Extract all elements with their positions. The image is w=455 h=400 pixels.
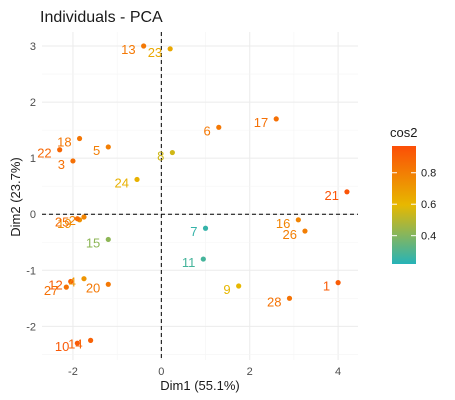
point-15	[105, 236, 111, 243]
y-tick-label: 1	[30, 153, 36, 165]
point-label-9: 9	[223, 282, 230, 297]
point-20	[105, 281, 111, 287]
y-tick-label: -1	[26, 265, 36, 277]
legend-title: cos2	[390, 125, 417, 140]
point-label-3: 3	[58, 157, 65, 172]
point-23	[167, 46, 173, 52]
point-2	[81, 214, 87, 220]
point-label-5: 5	[93, 143, 100, 158]
legend-ticks: 0.4 0.6 0.8	[392, 168, 436, 243]
point-label-2: 2	[69, 213, 76, 228]
point-12	[68, 278, 74, 285]
point-14	[88, 337, 94, 343]
point-label-18: 18	[57, 135, 71, 150]
reference-lines	[42, 32, 358, 360]
point-labels: 1234567891011121314151617181920212223242…	[37, 42, 339, 354]
point-label-20: 20	[86, 280, 100, 295]
point-24	[134, 176, 140, 183]
x-tick-label: -2	[68, 366, 78, 378]
point-26	[302, 228, 308, 234]
x-axis-label: Dim1 (55.1%)	[160, 378, 239, 393]
point-3	[70, 158, 76, 164]
point-label-26: 26	[282, 227, 296, 242]
point-label-12: 12	[48, 278, 62, 293]
point-18	[76, 135, 83, 142]
point-17	[273, 116, 279, 122]
point-label-23: 23	[148, 45, 162, 60]
point-7	[202, 225, 209, 231]
point-label-19: 19	[57, 216, 71, 231]
point-label-28: 28	[267, 294, 281, 309]
y-tick-label: 3	[30, 41, 36, 53]
x-tick-label: 0	[158, 366, 164, 378]
point-9	[236, 283, 242, 289]
point-10	[74, 340, 80, 346]
legend-tick-label: 0.4	[421, 231, 436, 243]
y-tick-label: 0	[30, 209, 36, 221]
point-label-7: 7	[190, 224, 197, 239]
x-tick-label: 2	[247, 366, 253, 378]
point-label-6: 6	[204, 123, 211, 138]
point-label-15: 15	[86, 235, 100, 250]
point-8	[169, 149, 175, 156]
point-1	[335, 280, 341, 286]
point-label-11: 11	[182, 255, 196, 270]
point-11	[200, 256, 206, 262]
point-6	[216, 124, 222, 130]
y-tick-label: 2	[30, 97, 36, 109]
point-label-22: 22	[37, 146, 51, 161]
legend-tick-label: 0.6	[421, 199, 436, 211]
point-label-25: 25	[55, 215, 69, 230]
data-points	[57, 43, 350, 346]
y-tick-label: -2	[26, 321, 36, 333]
point-label-24: 24	[115, 175, 129, 190]
x-tick-label: 4	[335, 366, 341, 378]
point-27	[63, 284, 69, 290]
legend: cos2 0.4 0.6 0.8	[390, 125, 436, 264]
point-4	[81, 276, 87, 282]
point-16	[295, 217, 301, 223]
point-25	[74, 216, 80, 222]
point-label-21: 21	[324, 188, 338, 203]
point-label-16: 16	[276, 216, 290, 231]
point-21	[344, 189, 350, 195]
point-label-1: 1	[323, 279, 330, 294]
point-label-27: 27	[44, 283, 58, 298]
point-label-8: 8	[157, 149, 164, 164]
y-axis-label: Dim2 (23.7%)	[8, 157, 23, 236]
point-28	[286, 295, 293, 301]
legend-tick-label: 0.8	[421, 168, 436, 180]
point-label-10: 10	[55, 339, 69, 354]
y-axis-ticks: -2 -1 0 1 2 3	[26, 41, 36, 333]
point-label-14: 14	[68, 336, 82, 351]
point-label-4: 4	[69, 275, 76, 290]
point-22	[57, 147, 63, 153]
chart-title: Individuals - PCA	[40, 9, 163, 26]
point-5	[105, 144, 111, 150]
point-label-17: 17	[254, 115, 268, 130]
point-label-13: 13	[121, 42, 135, 57]
x-axis-ticks: -2 0 2 4	[68, 366, 341, 378]
legend-colorbar	[392, 146, 416, 264]
point-13	[141, 43, 147, 49]
grid-lines	[42, 32, 358, 360]
